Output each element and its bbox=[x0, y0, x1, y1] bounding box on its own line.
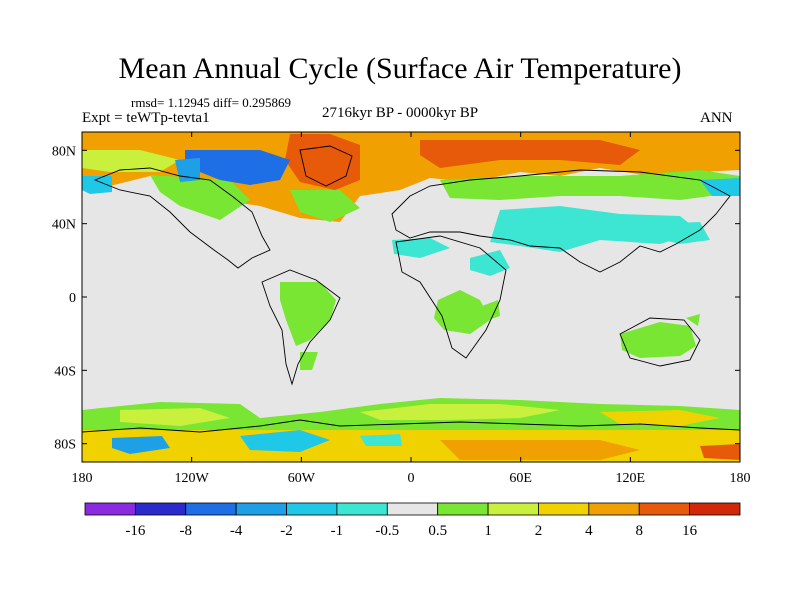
region-canadian-arctic bbox=[185, 150, 290, 185]
colorbar-label: 2 bbox=[535, 523, 543, 539]
region-australia bbox=[620, 322, 696, 358]
colorbar-swatch bbox=[134, 502, 187, 516]
region-so-pacific bbox=[120, 408, 230, 426]
region-south-america bbox=[280, 282, 336, 346]
colorbar-swatch bbox=[487, 502, 539, 516]
stats-label: rmsd= 1.12945 diff= 0.295869 bbox=[131, 95, 291, 110]
coast-antarctica bbox=[82, 419, 740, 433]
region-north-atlantic bbox=[290, 190, 360, 222]
y-tick-label: 0 bbox=[69, 291, 76, 306]
region-weddell-cold bbox=[240, 430, 330, 452]
colorbar-label: -16 bbox=[125, 523, 145, 539]
y-tick-label: 40N bbox=[52, 218, 76, 233]
chart-title: Mean Annual Cycle (Surface Air Temperatu… bbox=[118, 52, 682, 85]
region-siberia-warm bbox=[420, 140, 640, 168]
season-label: ANN bbox=[700, 110, 733, 126]
x-tick-label: 60E bbox=[509, 471, 532, 486]
region-africa-east bbox=[482, 300, 500, 320]
colorbar-label: 1 bbox=[484, 523, 492, 539]
coast-australia bbox=[619, 317, 701, 367]
colorbar-label: 0.5 bbox=[428, 523, 447, 539]
colorbar-swatch bbox=[286, 502, 338, 516]
x-tick-label: 180 bbox=[72, 471, 93, 486]
colorbar-swatch bbox=[638, 502, 691, 516]
coast-africa bbox=[395, 235, 507, 359]
region-eurasia-north bbox=[440, 170, 740, 200]
colorbar-label: 4 bbox=[585, 523, 593, 539]
x-tick-label: 180 bbox=[730, 471, 751, 486]
region-antarctic-warm bbox=[440, 440, 640, 460]
colorbar-label: -1 bbox=[331, 523, 344, 539]
colorbar-label: 8 bbox=[635, 523, 643, 539]
experiment-label: Expt = teWTp-tevta1 bbox=[82, 110, 210, 126]
y-tick-label: 80S bbox=[54, 438, 76, 453]
region-arctic-core bbox=[285, 134, 360, 190]
region-central-asia bbox=[490, 206, 700, 252]
colorbar-label: -8 bbox=[180, 523, 193, 539]
colorbar-swatch bbox=[336, 502, 388, 516]
region-pacific-patch bbox=[686, 314, 700, 326]
coast-north-america bbox=[93, 167, 271, 269]
region-antarctic-east-warm bbox=[700, 444, 740, 460]
region-east-asia bbox=[650, 222, 710, 244]
colorbar-label: -2 bbox=[280, 523, 293, 539]
colorbar-swatch bbox=[235, 502, 287, 516]
colorbar-swatch bbox=[538, 502, 590, 516]
region-ross-cold bbox=[112, 436, 170, 454]
region-bering-cold bbox=[700, 178, 740, 196]
region-nw-atlantic bbox=[82, 150, 180, 172]
coast-south-america bbox=[261, 269, 341, 386]
period-label: 2716kyr BP - 0000kyr BP bbox=[322, 105, 479, 121]
region-so-east bbox=[600, 410, 720, 426]
region-north-pacific bbox=[150, 175, 250, 220]
region-africa bbox=[434, 290, 490, 334]
region-alaska-cold bbox=[82, 176, 112, 194]
anomaly-field bbox=[82, 132, 740, 462]
colorbar-label: 16 bbox=[682, 523, 698, 539]
region-east-africa bbox=[470, 250, 510, 276]
y-tick-label: 40S bbox=[54, 364, 76, 379]
colorbar-label: -0.5 bbox=[375, 523, 399, 539]
x-axis: 180 120W 60W 0 60E 120E 180 bbox=[72, 132, 751, 486]
colorbar-swatch bbox=[84, 502, 136, 516]
coast-greenland bbox=[299, 145, 353, 187]
y-tick-label: 80N bbox=[52, 144, 76, 159]
region-antarctic-cool-patch bbox=[360, 434, 402, 446]
x-tick-label: 120E bbox=[616, 471, 646, 486]
coast-europe-asia bbox=[391, 169, 731, 273]
colorbar-swatch bbox=[689, 502, 741, 516]
x-tick-label: 60W bbox=[288, 471, 316, 486]
x-tick-label: 0 bbox=[408, 471, 415, 486]
colorbar-swatch bbox=[588, 502, 640, 516]
y-axis: 80N 40N 0 40S 80S bbox=[52, 144, 740, 453]
colorbar: -16 -8 -4 -2 -1 -0.5 0.5 1 2 4 8 16 bbox=[84, 502, 741, 539]
colorbar-swatch bbox=[185, 502, 237, 516]
coastlines bbox=[82, 145, 740, 433]
region-west-asia bbox=[392, 238, 450, 258]
region-sa-south bbox=[300, 352, 318, 370]
colorbar-label: -4 bbox=[230, 523, 243, 539]
colorbar-swatch bbox=[386, 502, 439, 516]
region-so-indian bbox=[360, 404, 560, 420]
colorbar-swatch bbox=[437, 502, 489, 516]
x-tick-label: 120W bbox=[175, 471, 210, 486]
